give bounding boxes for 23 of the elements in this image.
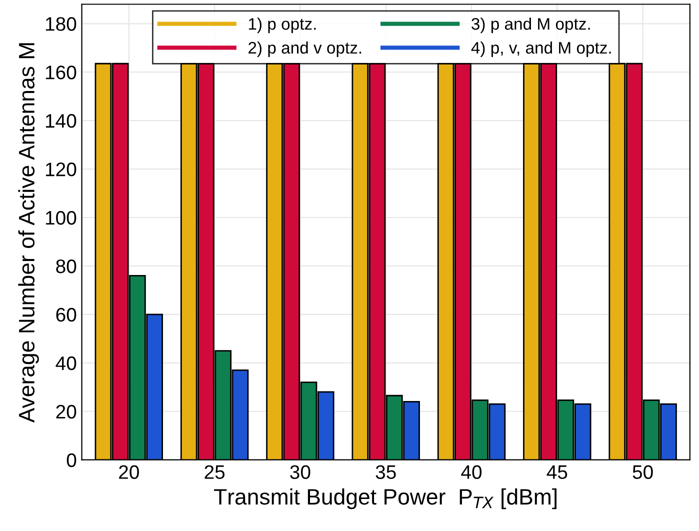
x-tick-label: 20	[119, 465, 139, 479]
x-tick-label: 45	[546, 465, 568, 479]
x-tick-label: 25	[204, 465, 225, 479]
y-tick-label: 100	[46, 210, 76, 225]
y-tick-label: 160	[46, 66, 76, 80]
y-tick-label: 140	[46, 114, 76, 128]
legend-label: 3) p and M optz.	[472, 18, 590, 34]
y-tick-label: 120	[46, 162, 76, 176]
y-tick-label: 180	[46, 17, 76, 31]
y-axis-title: Average Number of Active Antennas M	[18, 43, 39, 423]
legend-label: 2) p and v optz.	[248, 41, 362, 57]
y-tick-label: 0	[66, 453, 76, 468]
x-axis-title: Transmit Budget Power P$_{TX}$ [dBm]	[214, 488, 556, 510]
legend-label: 1) p optz.	[248, 18, 316, 34]
x-tick-label: 40	[461, 465, 482, 479]
y-tick-label: 80	[56, 259, 76, 274]
y-tick-label: 20	[56, 404, 76, 419]
x-tick-label: 30	[290, 465, 310, 479]
x-tick-label: 35	[376, 465, 396, 479]
x-tick-label: 50	[632, 465, 653, 479]
y-tick-label: 60	[56, 308, 76, 322]
y-tick-label: 40	[56, 356, 76, 370]
legend-label: 4) p, v, and M optz.	[471, 41, 611, 57]
